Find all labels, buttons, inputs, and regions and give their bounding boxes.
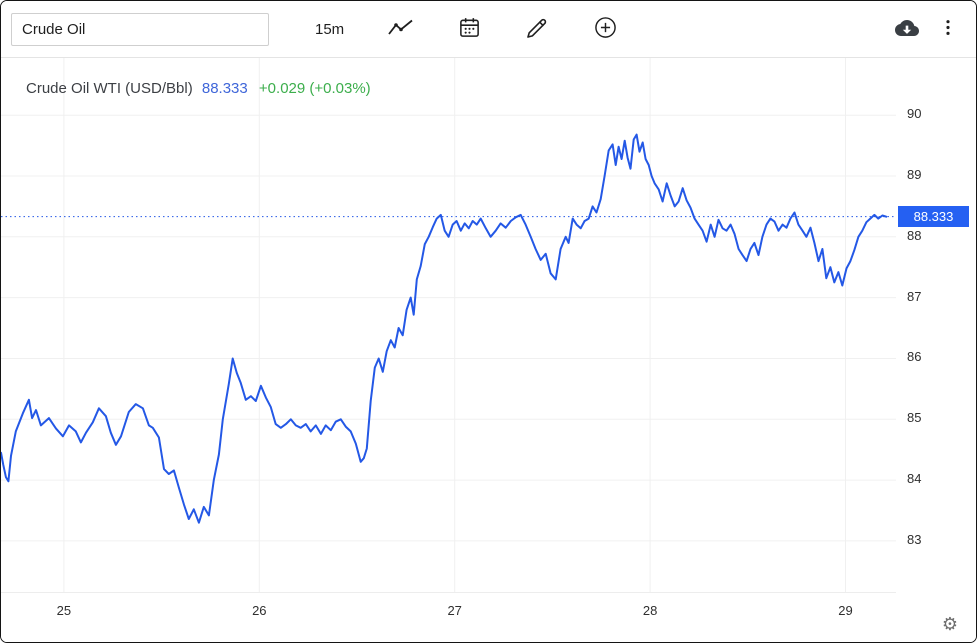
- y-axis-label: 88: [907, 227, 922, 243]
- y-axis[interactable]: 90 89 88 87 86 85 84 83: [897, 58, 975, 592]
- calendar-icon: [458, 16, 481, 42]
- last-price-value: 88.333: [201, 80, 248, 97]
- cloud-download-icon: [892, 16, 922, 43]
- y-axis-label: 83: [907, 531, 922, 547]
- toolbar-right-group: [888, 12, 962, 47]
- chart-area: Crude Oil WTI (USD/Bbl) 88.333 +0.029 (+…: [1, 58, 976, 642]
- price-change-value: +0.029 (+0.03%): [258, 80, 371, 97]
- y-axis-label: 84: [907, 471, 922, 487]
- x-axis-label: 29: [838, 603, 853, 618]
- menu-button[interactable]: [934, 12, 962, 46]
- price-chart[interactable]: [1, 58, 896, 593]
- chart-type-button[interactable]: [384, 14, 418, 45]
- y-axis-label: 87: [907, 288, 922, 304]
- gear-icon: ⚙: [941, 614, 958, 634]
- download-button[interactable]: [888, 12, 926, 47]
- current-price-tag: 88.333: [898, 205, 969, 227]
- plus-circle-icon: [593, 15, 618, 43]
- kebab-menu-icon: [938, 16, 958, 42]
- settings-button[interactable]: ⚙: [940, 613, 960, 635]
- chart-header: Crude Oil WTI (USD/Bbl) 88.333 +0.029 (+…: [26, 80, 371, 97]
- x-axis-label: 27: [447, 603, 462, 618]
- pencil-icon: [525, 16, 549, 43]
- x-axis[interactable]: 25 26 27 28 29: [1, 595, 896, 625]
- toolbar: 15m: [1, 1, 976, 58]
- chart-title: Crude Oil WTI (USD/Bbl): [26, 80, 193, 97]
- line-chart-icon: [388, 18, 414, 41]
- draw-button[interactable]: [521, 12, 553, 47]
- y-axis-label: 85: [907, 410, 922, 426]
- interval-button[interactable]: 15m: [311, 17, 348, 42]
- y-axis-label: 86: [907, 349, 922, 365]
- y-axis-label: 90: [907, 106, 922, 122]
- date-range-button[interactable]: [454, 12, 485, 46]
- add-indicator-button[interactable]: [589, 11, 622, 47]
- x-axis-label: 28: [642, 603, 658, 618]
- symbol-search-input[interactable]: [11, 12, 269, 46]
- y-axis-label: 89: [907, 166, 922, 182]
- x-axis-label: 26: [252, 603, 267, 618]
- x-axis-label: 25: [56, 603, 72, 618]
